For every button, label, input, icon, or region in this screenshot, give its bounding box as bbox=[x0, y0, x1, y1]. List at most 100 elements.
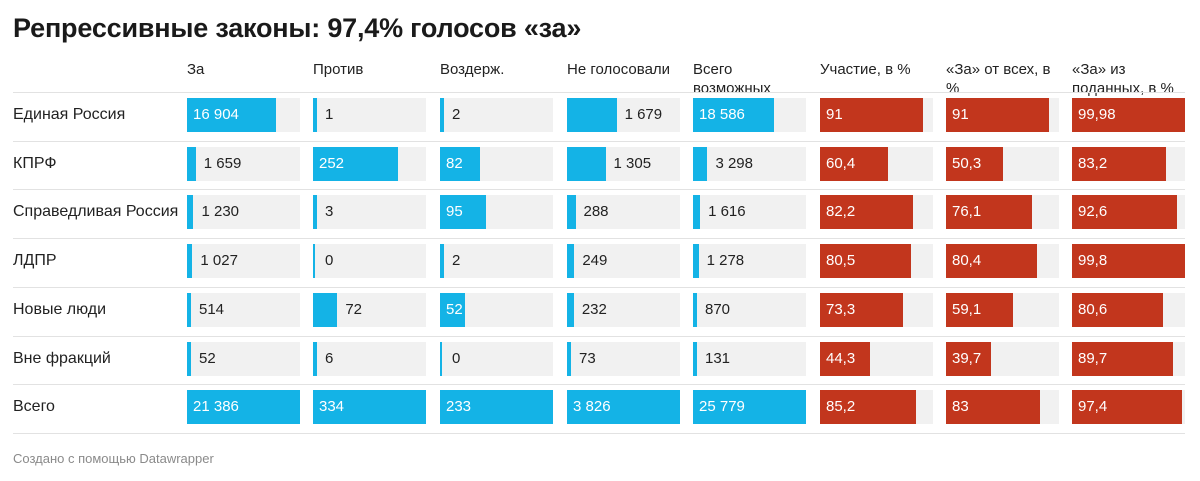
cell-value: 72 bbox=[345, 301, 363, 318]
bar bbox=[187, 293, 191, 327]
cell-value: 25 779 bbox=[699, 398, 745, 415]
bar bbox=[693, 195, 701, 229]
bar bbox=[440, 293, 466, 327]
bar bbox=[187, 244, 193, 278]
bar bbox=[187, 147, 196, 181]
bar bbox=[820, 342, 871, 376]
bar bbox=[693, 342, 697, 376]
table-cell: 80,6 bbox=[1072, 293, 1185, 327]
row-label: ЛДПР bbox=[13, 252, 57, 269]
table-cell: 44,3 bbox=[820, 342, 933, 376]
table-cell: 80,5 bbox=[820, 244, 933, 278]
bar bbox=[1072, 342, 1174, 376]
cell-value: 80,5 bbox=[826, 252, 856, 269]
cell-value: 1 616 bbox=[708, 203, 746, 220]
cell-value: 288 bbox=[583, 203, 609, 220]
bar bbox=[1072, 293, 1164, 327]
table-cell: 1 659 bbox=[187, 147, 300, 181]
bar bbox=[946, 195, 1032, 229]
cell-value: 52 bbox=[199, 350, 216, 367]
table-cell: 514 bbox=[187, 293, 300, 327]
cell-value: 18 586 bbox=[699, 106, 745, 123]
table-cell: 50,3 bbox=[946, 147, 1059, 181]
cell-background bbox=[567, 195, 680, 229]
bar bbox=[567, 293, 574, 327]
cell-value: 83 bbox=[952, 398, 969, 415]
cell-value: 83,2 bbox=[1078, 155, 1108, 172]
row-separator bbox=[13, 287, 1185, 288]
bar bbox=[313, 342, 317, 376]
cell-value: 99,8 bbox=[1078, 252, 1108, 269]
table-cell: 2 bbox=[440, 98, 553, 132]
cell-background bbox=[187, 147, 300, 181]
table-cell: 1 230 bbox=[187, 195, 300, 229]
table-cell: 1 027 bbox=[187, 244, 300, 278]
cell-background bbox=[567, 342, 680, 376]
table-cell: 91 bbox=[820, 98, 933, 132]
cell-value: 0 bbox=[325, 252, 334, 269]
bar bbox=[313, 293, 338, 327]
cell-value: 95 bbox=[446, 203, 463, 220]
cell-background bbox=[693, 195, 806, 229]
table-cell: 73 bbox=[567, 342, 680, 376]
table-cell: 52 bbox=[187, 342, 300, 376]
bar bbox=[313, 98, 317, 132]
table-cell: 52 bbox=[440, 293, 553, 327]
bar bbox=[313, 244, 315, 278]
cell-value: 76,1 bbox=[952, 203, 982, 220]
row-separator bbox=[13, 141, 1185, 142]
cell-value: 21 386 bbox=[193, 398, 239, 415]
cell-background bbox=[693, 147, 806, 181]
bar bbox=[1072, 147, 1167, 181]
bar bbox=[693, 147, 708, 181]
bar bbox=[187, 98, 277, 132]
cell-value: 16 904 bbox=[193, 106, 239, 123]
bar bbox=[693, 98, 775, 132]
cell-value: 233 bbox=[446, 398, 472, 415]
bar bbox=[946, 98, 1049, 132]
table-cell: 870 bbox=[693, 293, 806, 327]
table-cell: 3 bbox=[313, 195, 426, 229]
table-cell: 3 298 bbox=[693, 147, 806, 181]
table-cell: 83,2 bbox=[1072, 147, 1185, 181]
bar bbox=[440, 390, 553, 424]
cell-value: 59,1 bbox=[952, 301, 982, 318]
table-cell: 99,98 bbox=[1072, 98, 1185, 132]
bar bbox=[187, 195, 194, 229]
bar bbox=[567, 342, 571, 376]
cell-background bbox=[313, 342, 426, 376]
row-label: Справедливая Россия bbox=[13, 203, 179, 220]
bar bbox=[567, 147, 606, 181]
bar bbox=[1072, 98, 1185, 132]
bar bbox=[440, 342, 442, 376]
row-label: Новые люди bbox=[13, 301, 107, 318]
bar bbox=[1072, 390, 1183, 424]
bar bbox=[693, 293, 697, 327]
cell-value: 44,3 bbox=[826, 350, 856, 367]
cell-value: 1 659 bbox=[203, 155, 242, 172]
cell-value: 92,6 bbox=[1078, 203, 1108, 220]
bar bbox=[313, 195, 317, 229]
bar bbox=[820, 195, 913, 229]
row-label: Единая Россия bbox=[13, 106, 126, 123]
bar bbox=[820, 390, 917, 424]
table-cell: 39,7 bbox=[946, 342, 1059, 376]
cell-background bbox=[693, 293, 806, 327]
table-cell: 76,1 bbox=[946, 195, 1059, 229]
bar bbox=[187, 390, 300, 424]
table-cell: 85,2 bbox=[820, 390, 933, 424]
column-header: Воздерж. bbox=[440, 61, 505, 78]
column-header: Против bbox=[313, 61, 364, 78]
cell-value: 3 298 bbox=[715, 155, 753, 172]
cell-background bbox=[567, 244, 680, 278]
table-cell: 21 386 bbox=[187, 390, 300, 424]
row-label: Всего bbox=[13, 398, 55, 415]
row-label: КПРФ bbox=[13, 155, 57, 172]
bar bbox=[946, 147, 1003, 181]
cell-value: 131 bbox=[705, 350, 731, 367]
table-cell: 1 679 bbox=[567, 98, 680, 132]
cell-background bbox=[567, 293, 680, 327]
table-cell: 0 bbox=[440, 342, 553, 376]
cell-background bbox=[313, 195, 426, 229]
table-cell: 252 bbox=[313, 147, 426, 181]
